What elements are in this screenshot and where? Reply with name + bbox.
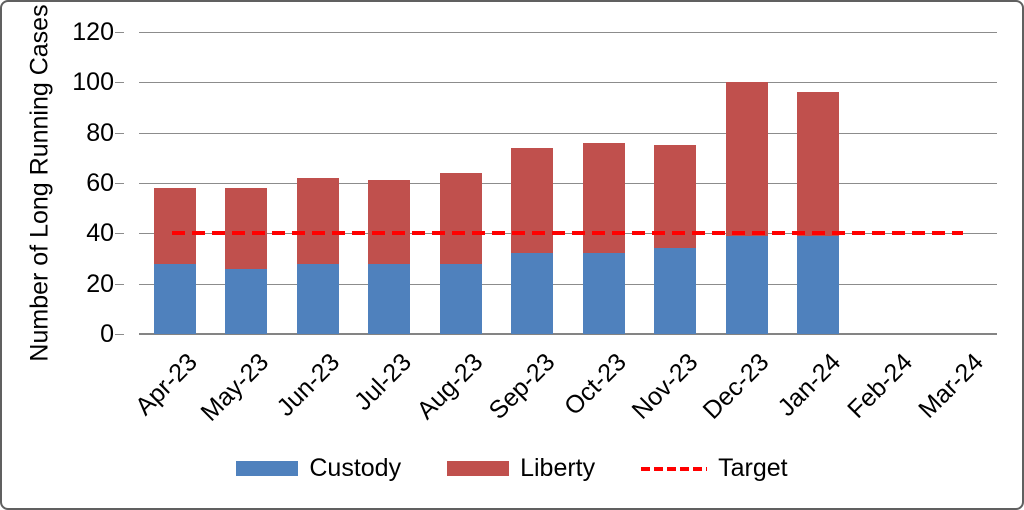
bar-segment-liberty-Dec-23 (725, 82, 768, 236)
x-axis-label-May-23: May-23 (195, 348, 275, 427)
y-tick-100 (115, 82, 124, 84)
x-axis-line (139, 333, 997, 335)
y-tick-label-40: 40 (86, 219, 114, 248)
x-axis-label-Oct-23: Oct-23 (558, 348, 632, 421)
x-axis-label-Mar-24: Mar-24 (913, 348, 990, 424)
bar-segment-liberty-Oct-23 (582, 142, 625, 254)
x-axis-label-Feb-24: Feb-24 (841, 348, 918, 424)
x-axis-label-Apr-23: Apr-23 (129, 348, 203, 421)
bar-segment-custody-Jun-23 (296, 263, 339, 334)
bar-segment-custody-Dec-23 (725, 235, 768, 334)
bar-segment-custody-Sep-23 (511, 253, 554, 334)
x-axis-label-Jun-23: Jun-23 (271, 348, 346, 422)
liberty-swatch-icon (447, 461, 510, 476)
legend-label-liberty: Liberty (520, 454, 596, 482)
y-tick-label-80: 80 (86, 118, 114, 147)
bar-segment-liberty-Aug-23 (439, 172, 482, 264)
bar-segment-liberty-Sep-23 (511, 147, 554, 254)
bar-segment-custody-Oct-23 (582, 253, 625, 334)
bar-segment-custody-Aug-23 (439, 263, 482, 334)
legend: Custody Liberty Target (2, 454, 1022, 483)
bar-segment-custody-May-23 (225, 268, 268, 334)
y-tick-label-60: 60 (86, 169, 114, 197)
gridline-100 (139, 82, 997, 84)
gridline-20 (139, 283, 997, 285)
y-tick-label-0: 0 (100, 320, 114, 348)
y-tick-60 (115, 183, 124, 184)
bar-segment-liberty-May-23 (225, 188, 268, 269)
x-axis-label-Sep-23: Sep-23 (483, 348, 561, 425)
x-axis-label-Jan-24: Jan-24 (772, 348, 847, 422)
bar-segment-custody-Jan-24 (797, 235, 840, 334)
target-line (171, 231, 964, 236)
legend-item-liberty: Liberty (447, 454, 595, 483)
gridline-60 (139, 183, 997, 184)
legend-item-custody: Custody (236, 454, 401, 483)
bar-segment-liberty-Jul-23 (368, 180, 411, 264)
legend-label-target: Target (718, 454, 788, 482)
y-tick-40 (115, 233, 124, 235)
y-tick-0 (115, 334, 124, 335)
bar-segment-liberty-Nov-23 (654, 145, 697, 249)
y-tick-label-120: 120 (72, 18, 114, 46)
bar-segment-liberty-Apr-23 (153, 188, 196, 264)
legend-label-custody: Custody (309, 454, 402, 482)
y-tick-label-100: 100 (72, 68, 114, 97)
y-tick-20 (115, 283, 124, 285)
custody-swatch-icon (236, 461, 299, 476)
y-tick-120 (115, 32, 124, 33)
x-axis-label-Aug-23: Aug-23 (411, 348, 489, 425)
x-axis-label-Jul-23: Jul-23 (349, 348, 418, 416)
y-tick-label-20: 20 (86, 269, 114, 298)
bar-segment-liberty-Jun-23 (296, 177, 339, 264)
y-tick-80 (115, 132, 124, 134)
gridline-80 (139, 132, 997, 134)
gridline-120 (139, 32, 997, 33)
legend-item-target: Target (641, 454, 788, 483)
bar-segment-custody-Jul-23 (368, 263, 411, 334)
bar-segment-liberty-Jan-24 (797, 92, 840, 236)
bar-segment-custody-Nov-23 (654, 248, 697, 334)
bar-segment-custody-Apr-23 (153, 263, 196, 334)
target-dash-swatch-icon (641, 466, 708, 471)
x-axis-label-Nov-23: Nov-23 (626, 348, 704, 425)
x-axis-label-Dec-23: Dec-23 (697, 348, 775, 425)
